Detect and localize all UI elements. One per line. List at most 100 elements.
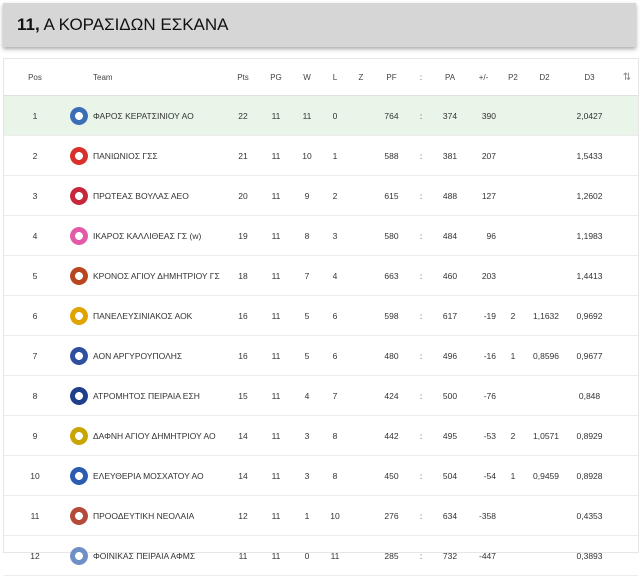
cell-pos: 1 xyxy=(4,95,66,136)
table-row[interactable]: 5 ΚΡΟΝΟΣ ΑΓΙΟΥ ΔΗΜΗΤΡΙΟΥ ΓΣ 18 11 7 4 663:460 2… xyxy=(4,255,638,296)
cell-pa: 484 xyxy=(433,215,467,256)
col-pf[interactable]: PF xyxy=(374,59,409,96)
table-row[interactable]: 1 ΦΑΡΟΣ ΚΕΡΑΤΣΙΝΙΟΥ ΑΟ 22 11 11 0 764:374 390 2,… xyxy=(4,95,638,136)
cell-pts: 15 xyxy=(226,375,260,416)
table-row[interactable]: 3 ΠΡΩΤΕΑΣ ΒΟΥΛΑΣ ΑΕΟ 20 11 9 2 615:488 127 1,260… xyxy=(4,175,638,216)
table-body: 1 ΦΑΡΟΣ ΚΕΡΑΤΣΙΝΙΟΥ ΑΟ 22 11 11 0 764:374 390 2,… xyxy=(4,95,638,576)
table-row[interactable]: 7 ΑΟΝ ΑΡΓΥΡΟΥΠΟΛΗΣ 16 11 5 6 480:496 -16 1 0,8596… xyxy=(4,335,638,376)
cell-w: 8 xyxy=(292,215,322,256)
cell-pos: 12 xyxy=(4,535,66,576)
cell-pts: 14 xyxy=(226,455,260,496)
cell-pf: 663 xyxy=(374,255,409,296)
cell-diff: -19 xyxy=(467,295,500,336)
table-row[interactable]: 10 ΕΛΕΥΘΕΡΙΑ ΜΟΣΧΑΤΟΥ ΑΟ 14 11 3 8 450:504 -54 1… xyxy=(4,455,638,496)
cell-d3: 0,4353 xyxy=(563,495,616,536)
cell-z xyxy=(348,535,374,576)
cell-pos: 4 xyxy=(4,215,66,256)
cell-pg: 11 xyxy=(260,455,292,496)
cell-diff: -76 xyxy=(467,375,500,416)
cell-p2: 1 xyxy=(500,335,526,376)
cell-team: ΙΚΑΡΟΣ ΚΑΛΛΙΘΕΑΣ ΓΣ (w) xyxy=(92,215,226,256)
sort-icon[interactable]: ⇅ xyxy=(616,59,638,96)
team-logo-icon xyxy=(70,546,88,565)
cell-sep: : xyxy=(409,255,433,296)
table-row[interactable]: 2 ΠΑΝΙΩΝΙΟΣ ΓΣΣ 21 11 10 1 588:381 207 1,5433 xyxy=(4,135,638,176)
col-d2[interactable]: D2 xyxy=(526,59,563,96)
cell-pts: 16 xyxy=(226,295,260,336)
cell-pf: 424 xyxy=(374,375,409,416)
cell-pf: 276 xyxy=(374,495,409,536)
table-row[interactable]: 12 ΦΟΙΝΙΚΑΣ ΠΕΙΡΑΙΑ ΑΦΜΣ 11 11 0 11 285:732 -44… xyxy=(4,535,638,576)
row-end xyxy=(616,295,638,336)
table-row[interactable]: 9 ΔΑΦΝΗ ΑΓΙΟΥ ΔΗΜΗΤΡΙΟΥ ΑΟ 14 11 3 8 442:495 -5… xyxy=(4,415,638,456)
team-logo-icon xyxy=(70,226,88,245)
cell-l: 4 xyxy=(322,255,348,296)
cell-z xyxy=(348,135,374,176)
table-row[interactable]: 8 ΑΤΡΟΜΗΤΟΣ ΠΕΙΡΑΙΑ ΕΣΗ 15 11 4 7 424:500 -76 0,… xyxy=(4,375,638,416)
cell-diff: -447 xyxy=(467,535,500,576)
cell-d3: 0,8929 xyxy=(563,415,616,456)
col-pg[interactable]: PG xyxy=(260,59,292,96)
cell-z xyxy=(348,295,374,336)
col-pos[interactable]: Pos xyxy=(4,59,66,96)
cell-diff: 96 xyxy=(467,215,500,256)
col-pa[interactable]: PA xyxy=(433,59,467,96)
row-end xyxy=(616,215,638,256)
col-d3[interactable]: D3 xyxy=(563,59,616,96)
cell-team: ΔΑΦΝΗ ΑΓΙΟΥ ΔΗΜΗΤΡΙΟΥ ΑΟ xyxy=(92,415,226,456)
team-logo xyxy=(66,95,92,136)
cell-pts: 14 xyxy=(226,415,260,456)
row-end xyxy=(616,495,638,536)
cell-pg: 11 xyxy=(260,255,292,296)
col-w[interactable]: W xyxy=(292,59,322,96)
cell-l: 6 xyxy=(322,335,348,376)
row-end xyxy=(616,335,638,376)
cell-sep: : xyxy=(409,535,433,576)
cell-pa: 617 xyxy=(433,295,467,336)
cell-w: 3 xyxy=(292,415,322,456)
cell-pts: 19 xyxy=(226,215,260,256)
cell-pg: 11 xyxy=(260,415,292,456)
col-pts[interactable]: Pts xyxy=(226,59,260,96)
cell-pf: 450 xyxy=(374,455,409,496)
cell-w: 4 xyxy=(292,375,322,416)
cell-d3: 1,4413 xyxy=(563,255,616,296)
cell-d2 xyxy=(526,215,563,256)
col-team[interactable]: Team xyxy=(92,59,226,96)
team-logo xyxy=(66,335,92,376)
table-row[interactable]: 4 ΙΚΑΡΟΣ ΚΑΛΛΙΘΕΑΣ ΓΣ (w) 19 11 8 3 580:484 96 1… xyxy=(4,215,638,256)
cell-z xyxy=(348,415,374,456)
cell-diff: 390 xyxy=(467,95,500,136)
cell-l: 10 xyxy=(322,495,348,536)
cell-p2 xyxy=(500,215,526,256)
cell-pg: 11 xyxy=(260,495,292,536)
cell-sep: : xyxy=(409,175,433,216)
cell-d3: 0,9677 xyxy=(563,335,616,376)
cell-pg: 11 xyxy=(260,135,292,176)
cell-d2: 1,1632 xyxy=(526,295,563,336)
cell-z xyxy=(348,455,374,496)
cell-p2: 2 xyxy=(500,415,526,456)
table-row[interactable]: 11 ΠΡΟΟΔΕΥΤΙΚΗ ΝΕΟΛΑΙΑ 12 11 1 10 276:634 -358 0… xyxy=(4,495,638,536)
cell-p2 xyxy=(500,135,526,176)
cell-z xyxy=(348,375,374,416)
col-p2[interactable]: P2 xyxy=(500,59,526,96)
cell-sep: : xyxy=(409,415,433,456)
cell-sep: : xyxy=(409,375,433,416)
table-row[interactable]: 6 ΠΑΝΕΛΕΥΣΙΝΙΑΚΟΣ ΑΟΚ 16 11 5 6 598:617 -19 2 1,1… xyxy=(4,295,638,336)
cell-team: ΕΛΕΥΘΕΡΙΑ ΜΟΣΧΑΤΟΥ ΑΟ xyxy=(92,455,226,496)
cell-w: 0 xyxy=(292,535,322,576)
row-end xyxy=(616,415,638,456)
cell-team: ΦΟΙΝΙΚΑΣ ΠΕΙΡΑΙΑ ΑΦΜΣ xyxy=(92,535,226,576)
standings-table: Pos Team Pts PG W L Z PF : PA +/- P2 D2 … xyxy=(4,59,638,576)
cell-pa: 504 xyxy=(433,455,467,496)
cell-pos: 3 xyxy=(4,175,66,216)
cell-w: 5 xyxy=(292,295,322,336)
col-diff[interactable]: +/- xyxy=(467,59,500,96)
col-z[interactable]: Z xyxy=(348,59,374,96)
cell-sep: : xyxy=(409,295,433,336)
cell-w: 3 xyxy=(292,455,322,496)
col-l[interactable]: L xyxy=(322,59,348,96)
cell-l: 3 xyxy=(322,215,348,256)
team-logo xyxy=(66,255,92,296)
